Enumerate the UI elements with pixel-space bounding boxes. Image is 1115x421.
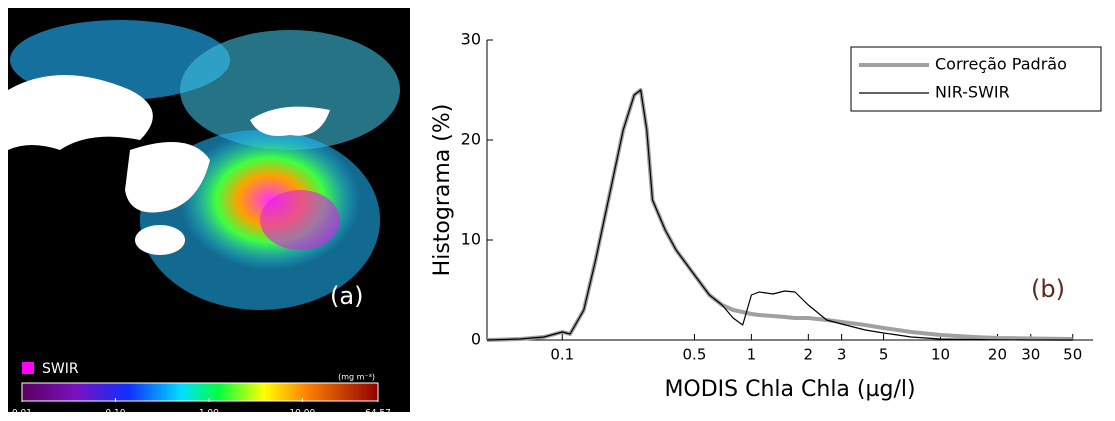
colorbar-unit: (mg m⁻³) xyxy=(338,373,375,382)
legend-label: SWIR xyxy=(42,361,79,377)
annotation: (b) xyxy=(1031,275,1065,303)
colorbar-tick-label: 64.57 xyxy=(365,409,391,419)
colorbar-tick-label: 10.00 xyxy=(289,409,315,419)
series-line xyxy=(486,88,1073,342)
x-tick-label: 3 xyxy=(837,346,847,364)
x-tick-label: 30 xyxy=(1021,346,1040,364)
x-tick-label: 50 xyxy=(1063,346,1082,364)
x-tick-label: 0.5 xyxy=(683,346,707,364)
panel-label: (a) xyxy=(330,282,363,310)
y-tick-label: 20 xyxy=(461,130,481,149)
x-tick-label: 1 xyxy=(747,346,757,364)
colorbar-tick-label: 1.00 xyxy=(199,409,219,419)
colorbar xyxy=(21,382,379,402)
colorbar-tick-label: 0.01 xyxy=(12,409,32,419)
satellite-image: SWIR (a) (mg m⁻³) 0.01 0.10 1.00 10.00 64.57 xyxy=(8,8,410,419)
series-line xyxy=(486,89,1073,341)
x-tick-label: 5 xyxy=(879,346,889,364)
legend-label: Correção Padrão xyxy=(935,55,1067,74)
x-tick-label: 0.1 xyxy=(550,346,574,364)
x-tick-label: 20 xyxy=(988,346,1007,364)
y-tick-label: 10 xyxy=(461,230,481,249)
x-tick-label: 10 xyxy=(931,346,950,364)
x-axis-label: MODIS Chla Chla (µg/l) xyxy=(664,377,915,402)
x-tick-label: 2 xyxy=(804,346,814,364)
y-axis-label: Histograma (%) xyxy=(430,104,455,277)
legend-label: NIR-SWIR xyxy=(935,83,1010,102)
y-tick-label: 0 xyxy=(471,330,481,349)
chart: 0 10 20 30 0.1 0.5 1 2 3 5 10 20 30 50 MODIS Chla Chla… xyxy=(430,30,1102,402)
colorbar-tick-label: 0.10 xyxy=(105,409,125,419)
y-tick-label: 30 xyxy=(461,30,481,49)
legend-box xyxy=(850,46,1102,112)
